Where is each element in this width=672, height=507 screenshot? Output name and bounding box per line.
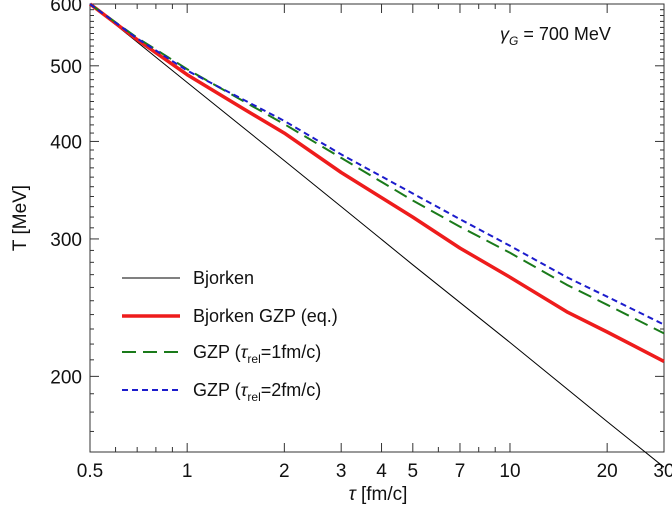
x-tick-label: 2 [279, 461, 290, 482]
x-tick-label: 5 [408, 461, 419, 482]
legend-label-3: GZP (τrel=1fm/c) [193, 342, 321, 366]
y-tick-label: 300 [50, 230, 82, 251]
legend-label-1: Bjorken [193, 268, 254, 288]
plot-frame [89, 3, 665, 453]
series-line-1 [89, 3, 665, 468]
y-tick-label: 200 [50, 367, 82, 388]
x-tick-label: 10 [499, 461, 520, 482]
y-tick-label: 500 [50, 57, 82, 78]
x-tick-label: 7 [455, 461, 466, 482]
x-axis-title: τ [fm/c] [349, 484, 408, 505]
y-tick-label: 400 [50, 132, 82, 153]
legend-label-4: GZP (τrel=2fm/c) [193, 380, 321, 404]
series-line-3 [89, 3, 665, 335]
legend: Bjorken Bjorken GZP (eq.) GZP (τrel=1fm/c)… [122, 268, 338, 404]
ticks: 0.5 1 2 3 4 5 7 10 20 30 200 300 400 500 600 [50, 0, 672, 482]
x-tick-label: 4 [376, 461, 387, 482]
x-tick-label: 30 [653, 461, 672, 482]
x-tick-label: 1 [182, 461, 193, 482]
x-tick-label: 3 [336, 461, 347, 482]
y-tick-label: 600 [50, 0, 82, 16]
x-tick-label: 20 [597, 461, 618, 482]
x-tick-label: 0.5 [77, 461, 103, 482]
axes [89, 3, 665, 453]
series-line-2 [88, 2, 665, 363]
series-lines [88, 2, 665, 468]
y-axis-title: T [MeV] [10, 185, 31, 251]
series-line-4 [89, 3, 665, 326]
legend-label-2: Bjorken GZP (eq.) [193, 306, 338, 326]
gamma-annotation: γG = 700 MeV [500, 24, 611, 48]
